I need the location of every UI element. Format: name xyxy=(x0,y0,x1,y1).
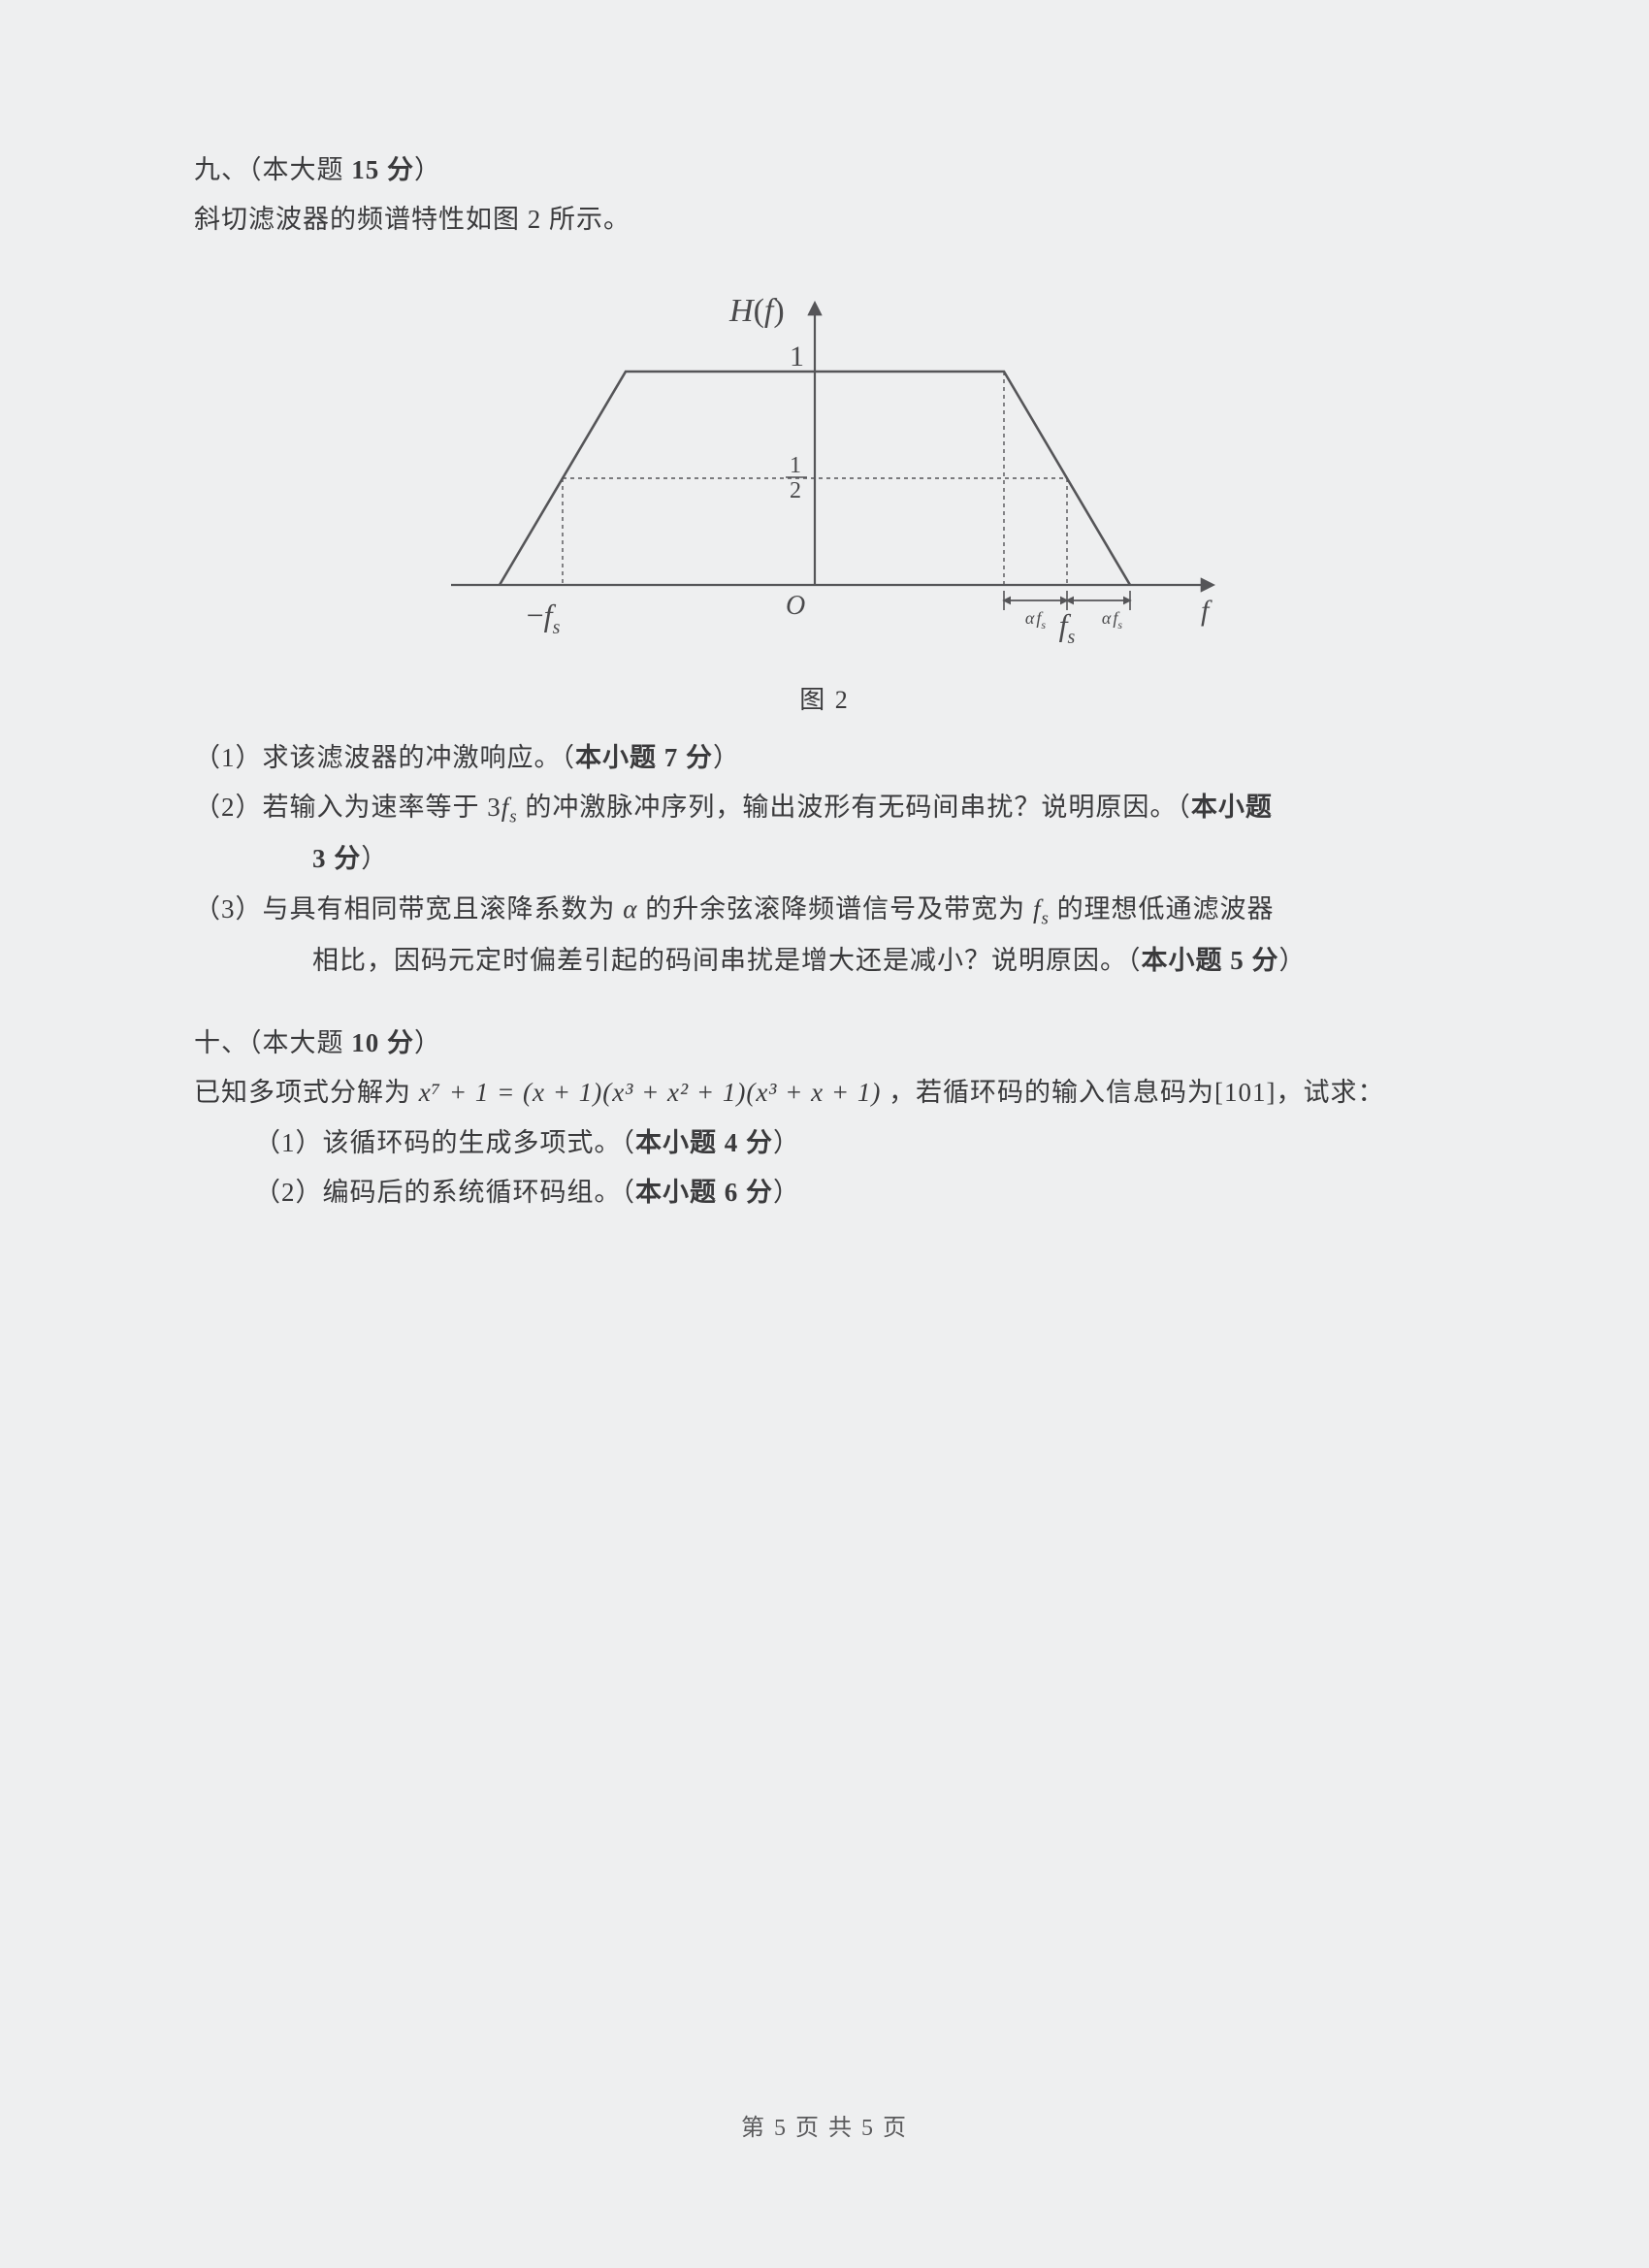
q9-sub2-pts: 3 分 xyxy=(312,844,361,873)
q9-header-suffix: ） xyxy=(414,155,441,184)
gap xyxy=(194,986,1455,1019)
q10-sub1-pts: 本小题 4 分 xyxy=(635,1128,773,1157)
q9-sub2-line1: （2）若输入为速率等于 3fs 的冲激脉冲序列，输出波形有无码间串扰？说明原因。… xyxy=(194,783,1455,834)
q9-sub3-line2: 相比，因码元定时偏差引起的码间串扰是增大还是减小？说明原因。（本小题 5 分） xyxy=(194,936,1455,986)
q10-header-prefix: 十、（本大题 xyxy=(194,1028,351,1057)
q9-sub3-l2a: 相比，因码元定时偏差引起的码间串扰是增大还是减小？说明原因。（ xyxy=(312,946,1142,975)
q9-sub1: （1）求该滤波器的冲激响应。（本小题 7 分） xyxy=(194,733,1455,783)
q10-sub1-post: ） xyxy=(773,1128,800,1157)
alpha-symbol: α xyxy=(623,894,637,923)
q9-sub3-line1: （3）与具有相同带宽且滚降系数为 α 的升余弦滚降频谱信号及带宽为 fs 的理想… xyxy=(194,885,1455,936)
q10-sub2-post: ） xyxy=(773,1178,800,1207)
q10-intro-a: 已知多项式分解为 xyxy=(194,1078,419,1107)
filter-spectrum-diagram: H(f)112O−fsfsαfsαfsf xyxy=(398,255,1251,672)
q9-sub3-a: （3）与具有相同带宽且滚降系数为 xyxy=(194,894,623,923)
svg-text:2: 2 xyxy=(790,478,801,503)
fs-symbol-2: fs xyxy=(1033,894,1050,923)
q10-header: 十、（本大题 10 分） xyxy=(194,1019,1455,1068)
svg-text:f: f xyxy=(1201,595,1212,627)
poly-expr: x⁷ + 1 = (x + 1)(x³ + x² + 1)(x³ + x + 1… xyxy=(419,1078,882,1107)
svg-text:1: 1 xyxy=(790,340,804,373)
q9-intro: 斜切滤波器的频谱特性如图 2 所示。 xyxy=(194,195,1455,244)
q10-intro: 已知多项式分解为 x⁷ + 1 = (x + 1)(x³ + x² + 1)(x… xyxy=(194,1068,1455,1118)
q9-sub2-b: 的冲激脉冲序列，输出波形有无码间串扰？说明原因。（ xyxy=(518,793,1191,822)
q9-sub2-line2: 3 分） xyxy=(194,834,1455,884)
q9-sub3-b: 的升余弦滚降频谱信号及带宽为 xyxy=(637,894,1033,923)
svg-text:αfs: αfs xyxy=(1102,608,1122,632)
q10-sub1-pre: （1）该循环码的生成多项式。（ xyxy=(254,1128,635,1157)
q10-sub2-pts: 本小题 6 分 xyxy=(635,1178,773,1207)
q10-intro-b: ，若循环码的输入信息码为[101]，试求： xyxy=(881,1078,1384,1107)
q9-header: 九、（本大题 15 分） xyxy=(194,146,1455,195)
page-footer: 第 5 页 共 5 页 xyxy=(0,2108,1649,2142)
figure-2-caption: 图 2 xyxy=(799,680,850,716)
q10-poly: x⁷ + 1 = (x + 1)(x³ + x² + 1)(x³ + x + 1… xyxy=(419,1078,882,1107)
q10-header-suffix: ） xyxy=(414,1028,441,1057)
svg-text:αfs: αfs xyxy=(1025,608,1046,632)
fs-symbol: fs xyxy=(501,793,518,822)
q9-sub2-close: ） xyxy=(361,844,388,873)
q9-header-prefix: 九、（本大题 xyxy=(194,155,351,184)
svg-text:fs: fs xyxy=(1059,607,1076,648)
svg-text:−fs: −fs xyxy=(527,598,561,638)
svg-text:O: O xyxy=(786,591,805,621)
q9-sub3-c: 的理想低通滤波器 xyxy=(1050,894,1275,923)
q10-sub2: （2）编码后的系统循环码组。（本小题 6 分） xyxy=(194,1168,1455,1217)
q10-sub1: （1）该循环码的生成多项式。（本小题 4 分） xyxy=(194,1118,1455,1168)
q9-sub1-text: （1）求该滤波器的冲激响应。（ xyxy=(194,743,575,772)
q9-sub3-pts: 本小题 5 分 xyxy=(1142,946,1279,975)
q9-sub2-a: （2）若输入为速率等于 3 xyxy=(194,793,501,822)
q9-header-points: 15 分 xyxy=(351,155,414,184)
q10-sub2-pre: （2）编码后的系统循环码组。（ xyxy=(254,1178,635,1207)
q9-sub3-l2c: ） xyxy=(1279,946,1307,975)
svg-text:H(f): H(f) xyxy=(728,293,785,329)
q10-header-points: 10 分 xyxy=(351,1028,414,1057)
q9-sub1-post: ） xyxy=(713,743,740,772)
exam-page: 九、（本大题 15 分） 斜切滤波器的频谱特性如图 2 所示。 H(f)112O… xyxy=(0,0,1649,2268)
figure-2: H(f)112O−fsfsαfsαfsf 图 2 xyxy=(194,255,1455,716)
svg-text:1: 1 xyxy=(790,453,801,478)
q9-sub1-points: 本小题 7 分 xyxy=(575,743,713,772)
q9-sub2-c: 本小题 xyxy=(1191,793,1273,822)
